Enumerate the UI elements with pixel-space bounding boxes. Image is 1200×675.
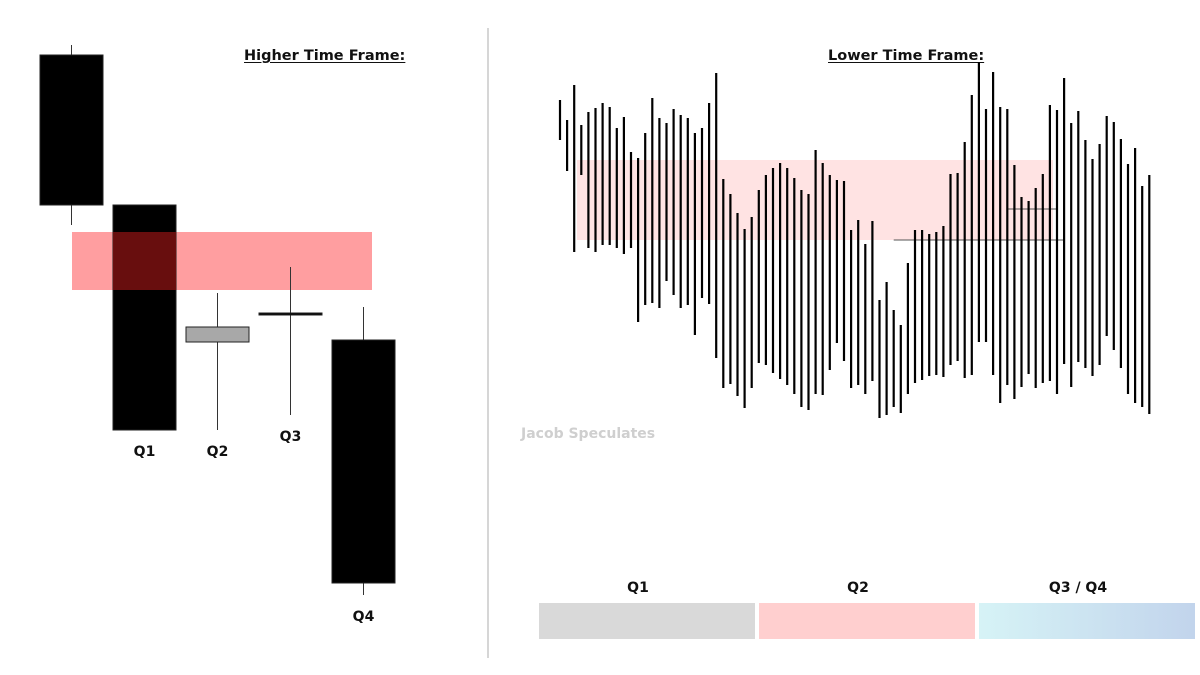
htf-candle-label-1: Q1	[134, 444, 156, 460]
panel-divider	[487, 28, 489, 658]
htf-candle-label-2: Q2	[207, 444, 229, 460]
higher-time-frame-chart: Q1 Q2 Q3 Q4	[39, 45, 396, 625]
ltf-timeline-segment-0	[539, 603, 755, 639]
lower-time-frame-title: Lower Time Frame:	[828, 48, 985, 64]
htf-candle-body-4	[331, 339, 396, 584]
watermark: Jacob Speculates	[521, 426, 656, 442]
htf-candle-label-4: Q4	[353, 609, 375, 625]
htf-candle-body-3	[258, 312, 323, 316]
ltf-timeline-segment-1	[759, 603, 975, 639]
ltf-timeline-segment-2	[979, 603, 1195, 639]
ltf-timeline-label-2: Q3 / Q4	[1049, 580, 1107, 596]
htf-candle-label-3: Q3	[280, 429, 302, 445]
higher-time-frame-title: Higher Time Frame:	[244, 48, 406, 64]
ltf-timeline-label-1: Q2	[847, 580, 869, 596]
htf-candle-body-0	[39, 54, 104, 206]
ltf-timeline-label-0: Q1	[627, 580, 649, 596]
htf-zone-overlap	[113, 232, 176, 290]
htf-candle-body-2	[185, 326, 250, 343]
